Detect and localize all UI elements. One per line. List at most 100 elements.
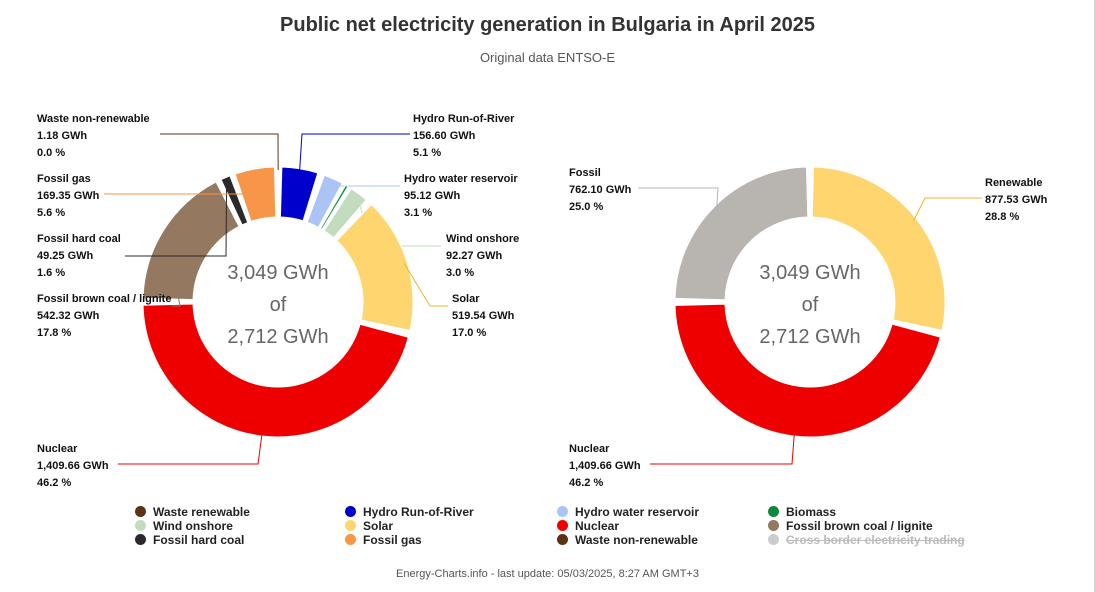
legend-label: Fossil hard coal — [153, 533, 245, 547]
legend-label: Waste renewable — [153, 505, 250, 519]
label-percent-hydro-water-reservoir: 3.1 % — [404, 207, 432, 219]
donut-chart-sources: Waste non-renewable 1.18 GWh 0.0 % Hydro Ru… — [37, 113, 519, 489]
label-percent-hydro-run-of-river: 5.1 % — [413, 147, 441, 159]
slice-fossil-brown-coal-lignite[interactable] — [142, 181, 240, 301]
legend-item-solar[interactable]: Solar — [345, 519, 393, 533]
center-text-3: 2,712 GWh — [227, 326, 328, 348]
legend-marker-icon — [135, 520, 146, 531]
label-percent-nuclear: 46.2 % — [569, 477, 603, 489]
slice-wind-onshore[interactable] — [323, 187, 367, 239]
legend-item-fossil-brown-coal-lignite[interactable]: Fossil brown coal / lignite — [768, 519, 933, 533]
slice-solar[interactable] — [336, 203, 414, 332]
slice-hydro-water-reservoir[interactable] — [306, 174, 343, 228]
legend-item-waste-non-renewable[interactable]: Waste non-renewable — [557, 533, 698, 547]
legend-label: Biomass — [786, 505, 837, 519]
legend-marker-icon — [345, 506, 356, 517]
label-percent-wind-onshore: 3.0 % — [446, 267, 474, 279]
label-value-wind-onshore: 92.27 GWh — [446, 250, 503, 262]
footer-credit: Energy-Charts.info - last update: 05/03/… — [396, 568, 699, 580]
slice-fossil-gas[interactable] — [234, 166, 277, 223]
legend-label: Waste non-renewable — [575, 533, 698, 547]
label-value-hydro-run-of-river: 156.60 GWh — [413, 130, 476, 142]
legend-item-fossil-hard-coal[interactable]: Fossil hard coal — [135, 533, 244, 547]
legend-item-cross-border-electricity-trading[interactable]: Cross border electricity trading — [768, 533, 965, 547]
legend-item-wind-onshore[interactable]: Wind onshore — [135, 519, 233, 533]
legend-label: Nuclear — [575, 519, 620, 533]
label-name-hydro-run-of-river: Hydro Run-of-River — [413, 113, 515, 125]
label-name-fossil-gas: Fossil gas — [37, 173, 91, 185]
label-name-solar: Solar — [452, 293, 480, 305]
chart-subtitle: Original data ENTSO-E — [479, 50, 616, 65]
label-value-fossil: 762.10 GWh — [569, 184, 632, 196]
label-value-fossil-brown-coal-lignite: 542.32 GWh — [37, 310, 100, 322]
label-value-fossil-gas: 169.35 GWh — [37, 190, 100, 202]
label-value-nuclear: 1,409.66 GWh — [37, 460, 109, 472]
connector-hydro-water-reservoir — [331, 181, 400, 187]
label-value-renewable: 877.53 GWh — [985, 194, 1048, 206]
connector-waste-non-renewable — [160, 133, 279, 171]
legend-marker-icon — [345, 534, 356, 545]
center-text-1: 3,049 GWh — [759, 262, 860, 284]
legend: Waste renewable Hydro Run-of-River Hydro w… — [0, 505, 1095, 553]
legend-marker-icon — [768, 506, 779, 517]
label-name-fossil-brown-coal-lignite: Fossil brown coal / lignite — [37, 293, 171, 305]
legend-label: Fossil brown coal / lignite — [786, 519, 933, 533]
legend-item-biomass[interactable]: Biomass — [768, 505, 836, 519]
connector-renewable — [913, 197, 982, 221]
center-text-2: of — [802, 294, 819, 316]
label-name-renewable: Renewable — [985, 177, 1042, 189]
label-percent-solar: 17.0 % — [452, 327, 486, 339]
label-name-hydro-water-reservoir: Hydro water reservoir — [404, 173, 518, 185]
connector-solar — [403, 263, 448, 307]
legend-label: Hydro Run-of-River — [363, 505, 474, 519]
slice-hydro-run-of-river[interactable] — [279, 166, 319, 222]
slice-fossil-hard-coal[interactable] — [220, 175, 249, 226]
label-percent-renewable: 28.8 % — [985, 211, 1019, 223]
center-text-3: 2,712 GWh — [759, 326, 860, 348]
connector-fossil-gas — [104, 171, 256, 195]
legend-label: Cross border electricity trading — [786, 533, 965, 547]
label-percent-fossil-brown-coal-lignite: 17.8 % — [37, 327, 71, 339]
connector-nuclear — [118, 432, 263, 465]
label-name-wind-onshore: Wind onshore — [446, 233, 519, 245]
label-percent-waste-non-renewable: 0.0 % — [37, 147, 65, 159]
label-name-fossil-hard-coal: Fossil hard coal — [37, 233, 121, 245]
connector-fossil — [638, 187, 719, 209]
legend-marker-icon — [345, 520, 356, 531]
label-name-nuclear: Nuclear — [37, 443, 78, 455]
label-value-hydro-water-reservoir: 95.12 GWh — [404, 190, 461, 202]
center-text-1: 3,049 GWh — [227, 262, 328, 284]
slice-biomass[interactable] — [319, 184, 349, 230]
label-name-waste-non-renewable: Waste non-renewable — [37, 113, 150, 125]
chart-title: Public net electricity generation in Bul… — [280, 14, 815, 36]
donut-chart-categories: Renewable 877.53 GWh 28.8 % Nuclear 1,409.66… — [569, 166, 1048, 489]
legend-marker-icon — [135, 506, 146, 517]
label-value-nuclear: 1,409.66 GWh — [569, 460, 641, 472]
slice-fossil[interactable] — [674, 166, 809, 301]
label-percent-fossil: 25.0 % — [569, 201, 603, 213]
legend-item-fossil-gas[interactable]: Fossil gas — [345, 533, 422, 547]
legend-item-hydro-water-reservoir[interactable]: Hydro water reservoir — [557, 505, 699, 519]
legend-label: Fossil gas — [363, 533, 422, 547]
label-value-fossil-hard-coal: 49.25 GWh — [37, 250, 94, 262]
label-name-fossil: Fossil — [569, 167, 601, 179]
legend-label: Solar — [363, 519, 394, 533]
connector-hydro-run-of-river — [299, 133, 410, 172]
legend-marker-icon — [135, 534, 146, 545]
legend-marker-icon — [768, 534, 779, 545]
legend-marker-icon — [557, 520, 568, 531]
slice-nuclear[interactable] — [674, 303, 941, 438]
legend-label: Wind onshore — [153, 519, 233, 533]
connector-nuclear — [650, 433, 795, 465]
slice-renewable[interactable] — [811, 166, 946, 331]
connector-fossil-hard-coal — [125, 180, 228, 257]
legend-item-nuclear[interactable]: Nuclear — [557, 519, 619, 533]
label-percent-fossil-hard-coal: 1.6 % — [37, 267, 65, 279]
label-percent-fossil-gas: 5.6 % — [37, 207, 65, 219]
legend-item-hydro-run-of-river[interactable]: Hydro Run-of-River — [345, 505, 474, 519]
label-value-waste-non-renewable: 1.18 GWh — [37, 130, 87, 142]
legend-marker-icon — [557, 534, 568, 545]
slice-nuclear[interactable] — [142, 303, 409, 438]
legend-item-waste-renewable[interactable]: Waste renewable — [135, 505, 250, 519]
legend-marker-icon — [557, 506, 568, 517]
